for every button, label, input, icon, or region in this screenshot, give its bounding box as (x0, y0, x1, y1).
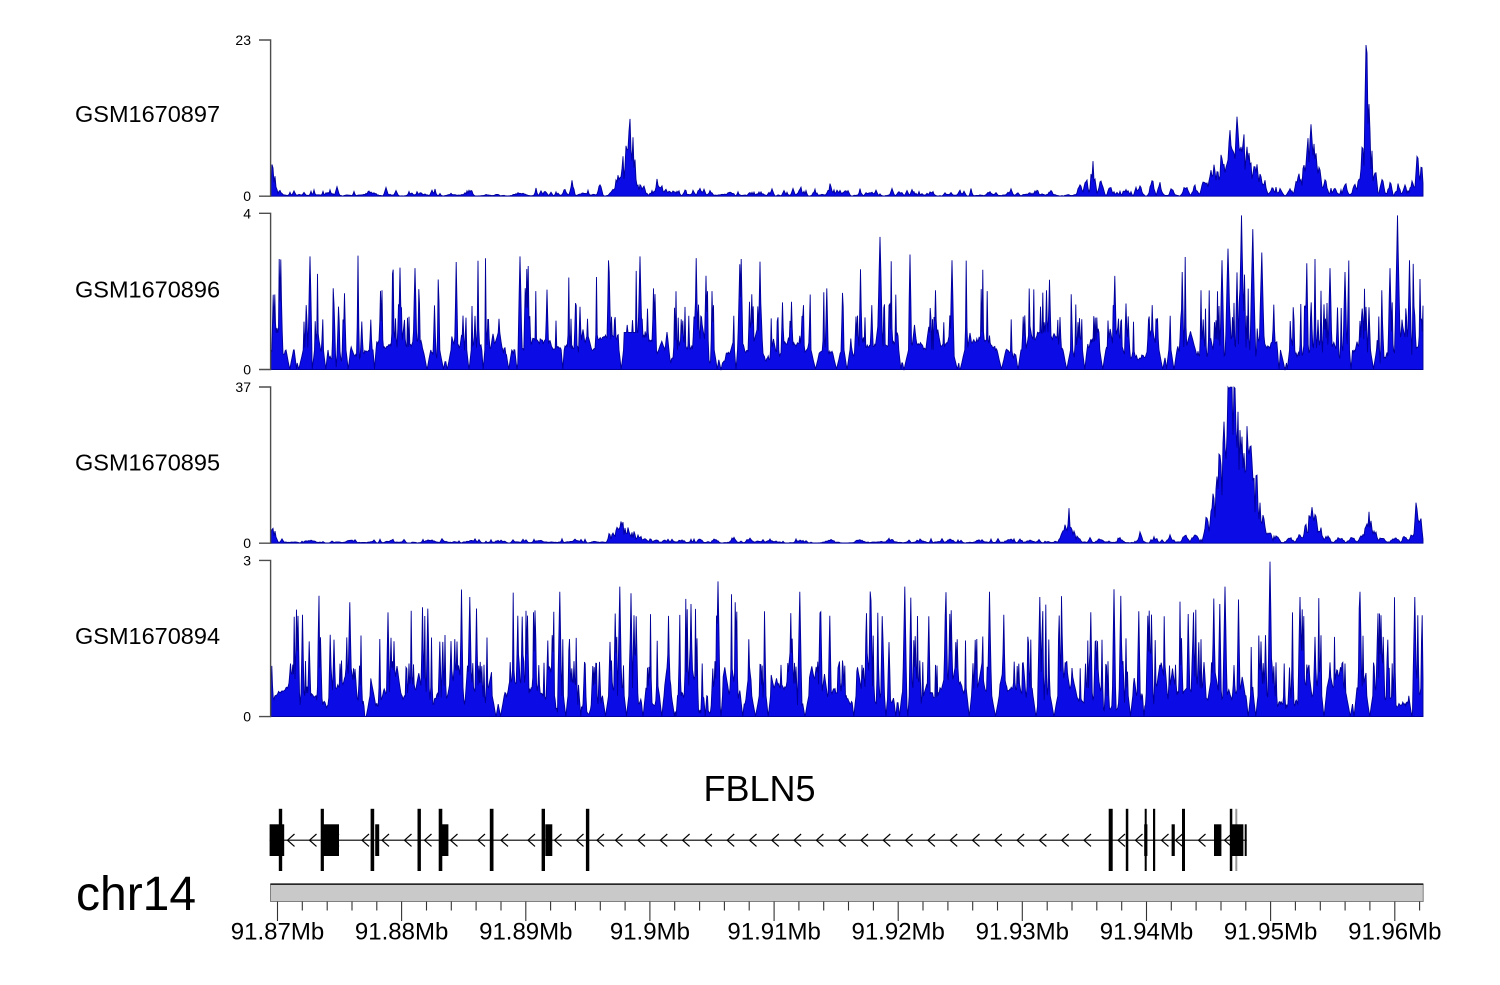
svg-text:91.95Mb: 91.95Mb (1224, 919, 1317, 946)
svg-text:91.94Mb: 91.94Mb (1100, 919, 1193, 946)
svg-text:91.89Mb: 91.89Mb (479, 919, 572, 946)
svg-text:GSM1670895: GSM1670895 (75, 450, 220, 476)
svg-text:FBLN5: FBLN5 (703, 768, 815, 809)
svg-text:0: 0 (243, 188, 251, 204)
svg-text:23: 23 (235, 32, 251, 48)
svg-text:4: 4 (243, 205, 251, 221)
svg-text:91.91Mb: 91.91Mb (727, 919, 820, 946)
svg-text:91.9Mb: 91.9Mb (610, 919, 690, 946)
svg-text:37: 37 (235, 379, 251, 395)
svg-text:GSM1670894: GSM1670894 (75, 623, 220, 649)
svg-text:91.92Mb: 91.92Mb (851, 919, 944, 946)
svg-text:3: 3 (243, 552, 251, 568)
svg-text:91.88Mb: 91.88Mb (355, 919, 448, 946)
svg-text:91.93Mb: 91.93Mb (976, 919, 1069, 946)
svg-text:0: 0 (243, 362, 251, 378)
svg-text:GSM1670896: GSM1670896 (75, 277, 220, 303)
svg-text:0: 0 (243, 535, 251, 551)
svg-text:0: 0 (243, 709, 251, 725)
svg-text:91.96Mb: 91.96Mb (1348, 919, 1441, 946)
svg-text:GSM1670897: GSM1670897 (75, 101, 220, 127)
svg-text:91.87Mb: 91.87Mb (231, 919, 324, 946)
svg-text:chr14: chr14 (76, 868, 196, 921)
